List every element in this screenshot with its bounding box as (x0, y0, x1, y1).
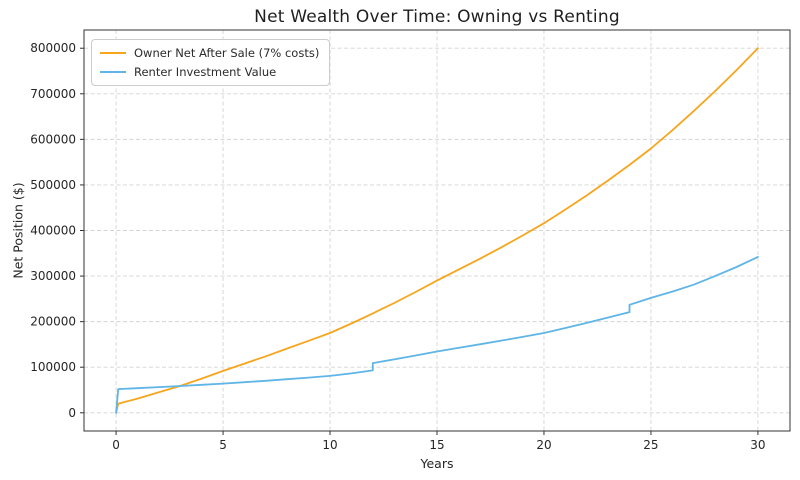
x-tick-label: 30 (750, 438, 765, 452)
x-tick-label: 15 (429, 438, 444, 452)
series-line-0 (115, 47, 759, 414)
y-tick-label: 500000 (30, 178, 76, 192)
y-tick-label: 100000 (30, 360, 76, 374)
y-tick-label: 300000 (30, 269, 76, 283)
y-tick-label: 0 (68, 406, 76, 420)
x-tick-label: 5 (219, 438, 227, 452)
x-tick-label: 0 (112, 438, 120, 452)
x-tick-label: 10 (322, 438, 337, 452)
legend: Owner Net After Sale (7% costs) Renter In… (91, 39, 331, 86)
y-tick-label: 700000 (30, 87, 76, 101)
legend-item-1: Renter Investment Value (100, 65, 319, 79)
x-tick-label: 20 (536, 438, 551, 452)
series-line-1 (115, 255, 759, 414)
y-tick-label: 400000 (30, 224, 76, 238)
y-tick-label: 600000 (30, 132, 76, 146)
legend-label: Owner Net After Sale (7% costs) (134, 46, 320, 60)
chart-title: Net Wealth Over Time: Owning vs Renting (254, 7, 620, 27)
y-tick-label: 200000 (30, 315, 76, 329)
x-axis-label: Years (420, 456, 454, 471)
y-axis-label: Net Position ($) (10, 182, 26, 279)
legend-line-swatch (100, 71, 126, 73)
legend-label: Renter Investment Value (134, 65, 277, 79)
x-tick-label: 25 (643, 438, 658, 452)
y-tick-label: 800000 (30, 41, 76, 55)
legend-line-swatch (100, 52, 126, 54)
legend-item-0: Owner Net After Sale (7% costs) (100, 46, 319, 60)
